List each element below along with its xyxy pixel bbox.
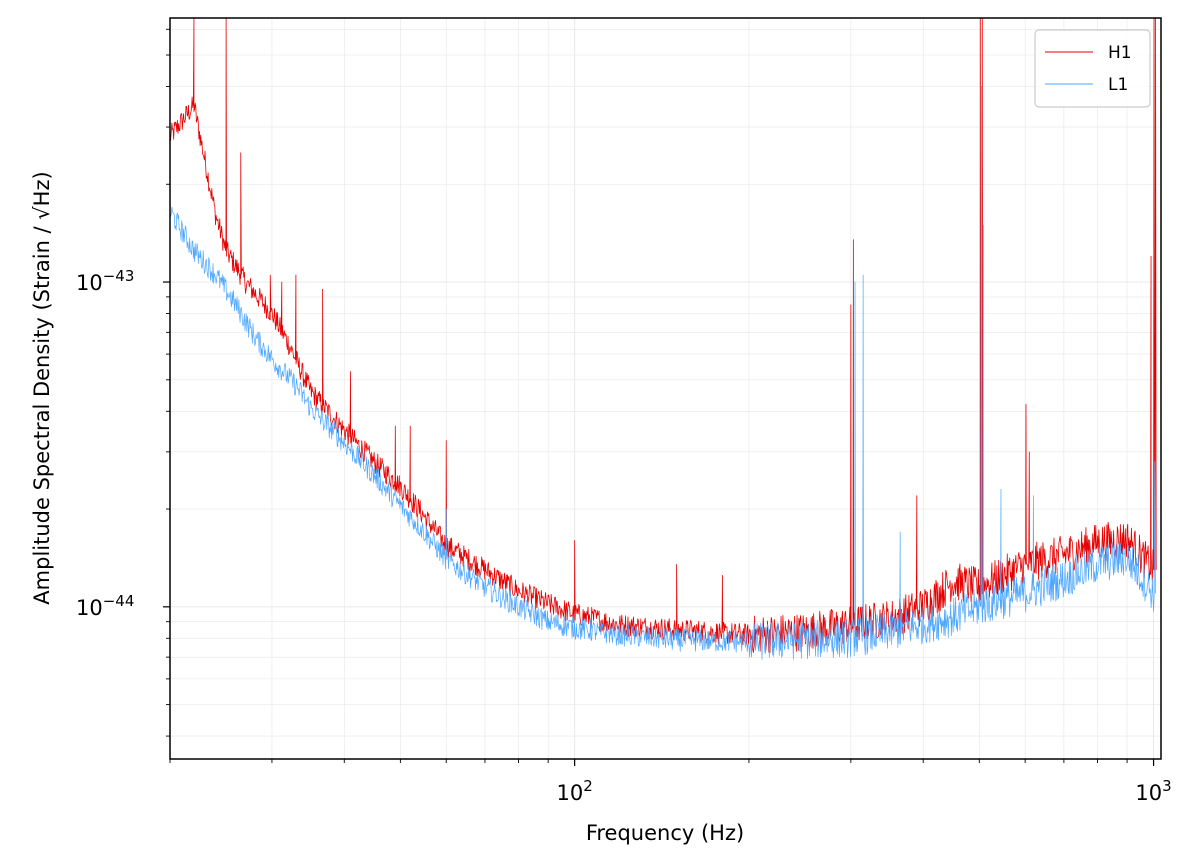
legend-box: [1034, 29, 1151, 108]
y-tick-labels: 10−44 10−43: [76, 267, 134, 620]
series-l1-line: [170, 86, 1156, 660]
plot-frame: [169, 17, 1162, 760]
plot-background: [170, 18, 1161, 759]
x-tick-label: 102: [557, 777, 593, 805]
y-tick-label: 10−44: [76, 592, 134, 620]
legend-l1-label: L1: [1108, 75, 1128, 95]
legend-h1-label: H1: [1108, 43, 1132, 63]
legend: H1 L1: [1034, 29, 1151, 108]
x-axis-label: Frequency (Hz): [586, 821, 744, 845]
x-tick-label: 103: [1135, 777, 1171, 805]
series-layer: [170, 18, 1157, 660]
axis-ticks: [163, 28, 1155, 766]
series-h1-line: [170, 18, 1157, 654]
x-tick-labels: 102 103: [557, 777, 1172, 805]
y-tick-label: 10−43: [76, 267, 134, 295]
y-axis-label: Amplitude Spectral Density (Strain / √Hz…: [30, 171, 54, 604]
